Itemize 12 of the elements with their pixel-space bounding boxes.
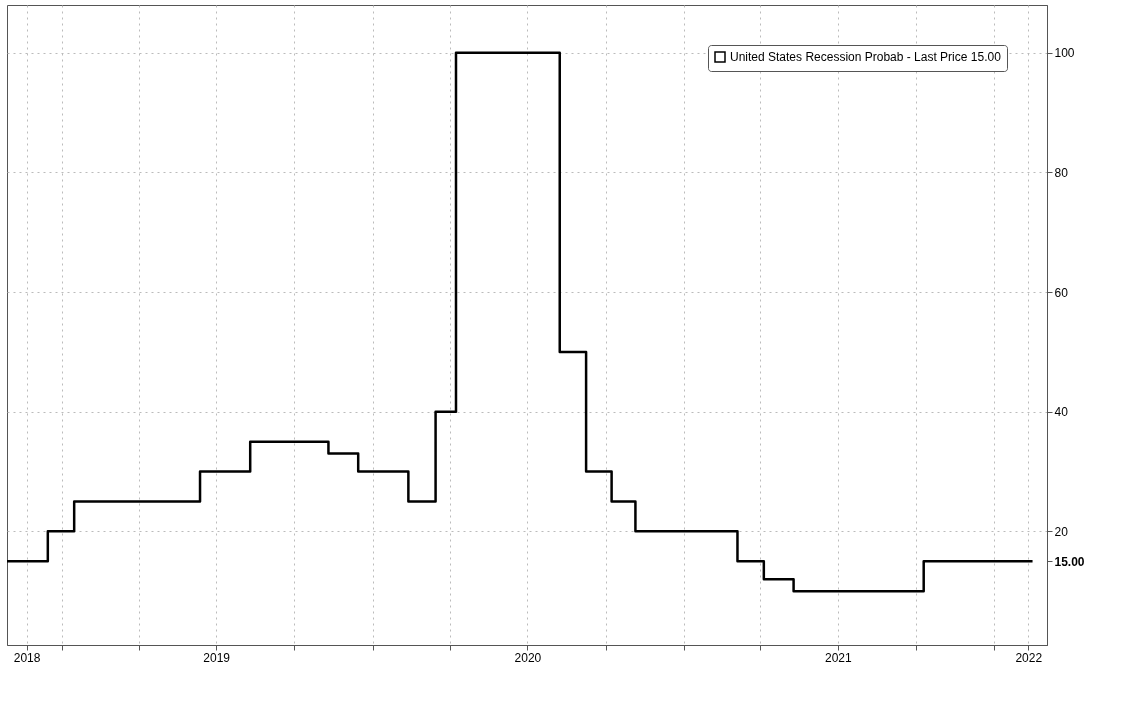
x-tick-label: 2020 [514,650,542,665]
y-tick-label: 60 [1054,285,1069,300]
y-tick-label: 15.00 [1054,554,1085,569]
x-tick-label: 2019 [203,650,231,665]
y-tick-label: 20 [1054,524,1069,539]
y-tick-label: 100 [1054,46,1075,61]
y-tick-label: 80 [1054,165,1069,180]
x-tick-label: 2022 [1015,650,1043,665]
legend-label: United States Recession Probab - Last Price 15.00 [730,50,1002,64]
x-tick-label: 2021 [824,650,852,665]
y-tick-label: 40 [1054,405,1069,420]
x-tick-label: 2018 [13,650,41,665]
